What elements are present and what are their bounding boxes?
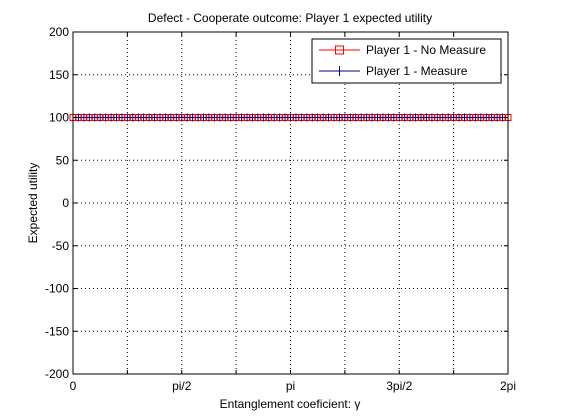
y-tick-label: -100	[45, 282, 69, 296]
x-tick-label: 0	[70, 379, 77, 393]
legend: Player 1 - No Measure Player 1 - Measure	[312, 39, 501, 83]
chart-title: Defect - Cooperate outcome: Player 1 exp…	[148, 11, 432, 25]
y-tick-label: 0	[62, 196, 69, 210]
y-tick-label: 50	[56, 153, 70, 167]
y-tick-label: 200	[49, 25, 69, 39]
y-tick-label: 150	[49, 68, 69, 82]
x-tick-label: 3pi/2	[386, 379, 412, 393]
y-tick-label: -50	[52, 239, 70, 253]
x-tick-label: pi/2	[172, 379, 192, 393]
series-group	[70, 114, 511, 122]
legend-label-measure: Player 1 - Measure	[366, 64, 468, 78]
y-tick-label: -150	[45, 324, 69, 338]
legend-label-no-measure: Player 1 - No Measure	[366, 43, 486, 57]
y-axis-label: Expected utility	[26, 163, 40, 244]
x-axis-label: Entanglement coeficient: γ	[220, 397, 361, 411]
y-tick-label: -200	[45, 367, 69, 381]
y-tick-label: 100	[49, 111, 69, 125]
x-tick-label: pi	[286, 379, 295, 393]
x-tick-label: 2pi	[500, 379, 516, 393]
